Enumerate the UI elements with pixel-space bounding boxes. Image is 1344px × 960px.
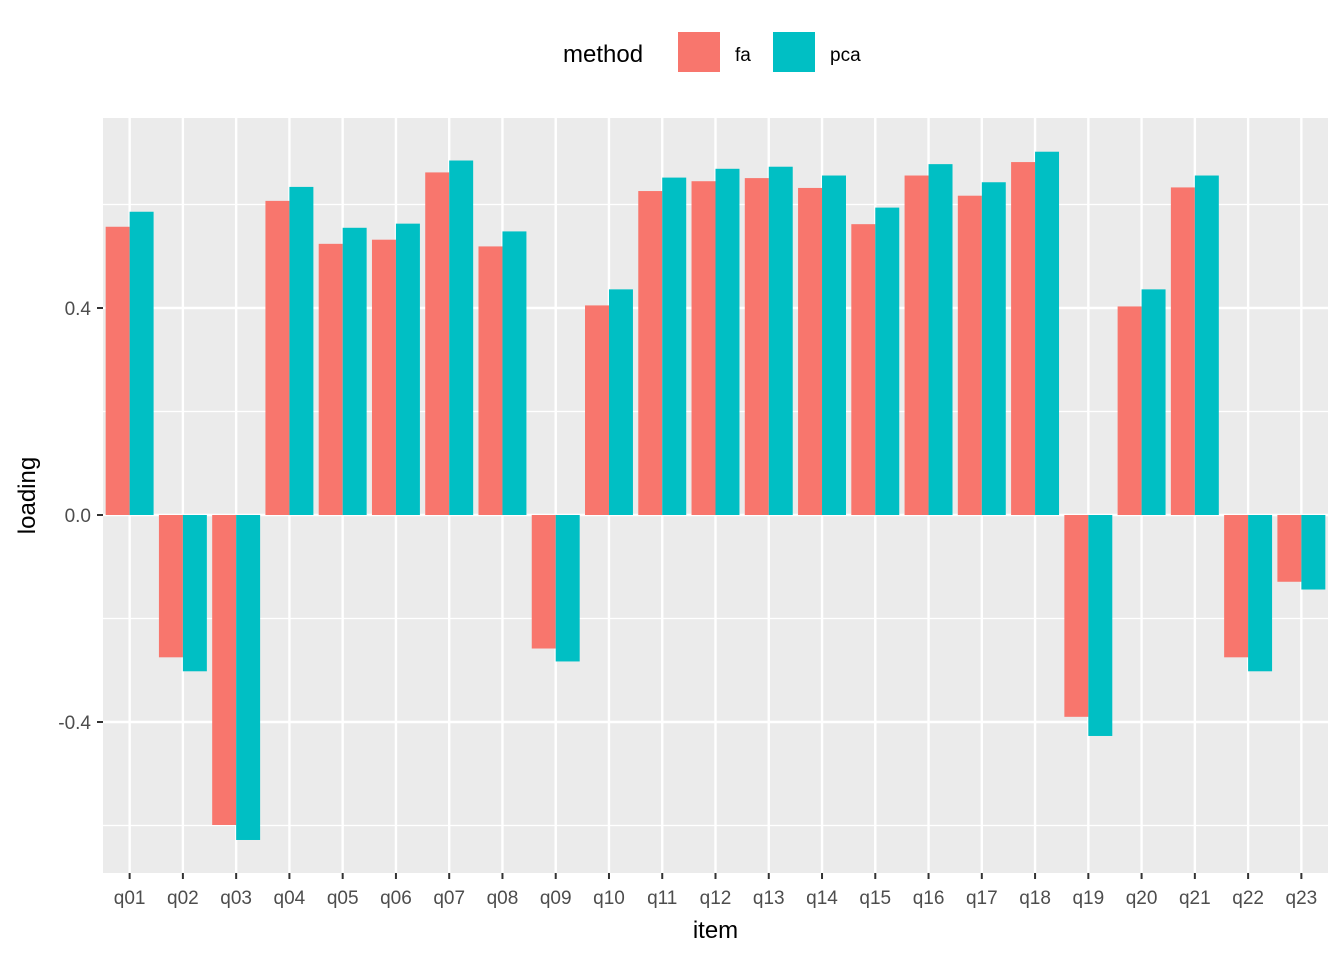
x-tick-label-q05: q05	[327, 888, 359, 909]
bar-fa-q20	[1117, 306, 1142, 515]
bar-fa-q22	[1224, 515, 1249, 658]
bar-pca-q20	[1141, 289, 1166, 515]
x-tick-label-q20: q20	[1126, 888, 1158, 909]
y-tick-label: 0.4	[65, 299, 92, 320]
x-tick-label-q23: q23	[1286, 888, 1318, 909]
x-tick-label-q16: q16	[913, 888, 945, 909]
x-tick-label-q13: q13	[753, 888, 785, 909]
x-tick-label-q19: q19	[1072, 888, 1104, 909]
bar-pca-q10	[608, 289, 633, 515]
x-tick-label-q04: q04	[274, 888, 306, 909]
bar-fa-q15	[851, 224, 876, 516]
bar-pca-q02	[182, 515, 207, 672]
bar-fa-q04	[265, 200, 290, 515]
bar-fa-q18	[1011, 162, 1036, 515]
x-tick-label-q03: q03	[220, 888, 252, 909]
x-axis-title: item	[693, 917, 738, 944]
bar-fa-q01	[105, 226, 130, 515]
x-axis: q01 q02 q03 q04 q05 q06 q07 q08 q09 q10 q11 q12 q13 q…	[114, 873, 1317, 909]
bar-fa-q03	[212, 515, 237, 825]
bar-fa-q17	[957, 195, 982, 515]
bar-pca-q12	[715, 168, 740, 516]
legend-title: method	[563, 41, 643, 68]
bar-fa-q07	[425, 172, 450, 516]
legend: method fa pca	[563, 32, 861, 72]
bar-pca-q19	[1088, 515, 1113, 736]
legend-key-fa	[678, 32, 720, 72]
bar-pca-q18	[1035, 151, 1060, 515]
x-tick-label-q10: q10	[593, 888, 625, 909]
bar-pca-q13	[768, 166, 793, 515]
bar-pca-q06	[395, 223, 420, 515]
y-axis: -0.4 0.0 0.4	[58, 299, 103, 734]
bar-fa-q13	[744, 178, 769, 516]
x-tick-label-q12: q12	[700, 888, 732, 909]
x-tick-label-q09: q09	[540, 888, 572, 909]
bar-pca-q05	[342, 227, 367, 515]
bar-pca-q16	[928, 164, 953, 515]
bar-fa-q09	[531, 515, 556, 649]
bar-pca-q01	[129, 211, 154, 515]
bar-fa-q23	[1277, 515, 1302, 582]
bar-pca-q14	[822, 175, 846, 515]
bar-fa-q02	[158, 515, 183, 658]
legend-label-pca: pca	[830, 45, 861, 66]
bar-fa-q11	[638, 191, 663, 516]
legend-key-pca	[773, 32, 815, 72]
bar-pca-q08	[502, 231, 527, 515]
bar-pca-q09	[555, 515, 580, 662]
bar-fa-q19	[1064, 515, 1089, 717]
bar-pca-q15	[875, 207, 900, 516]
bar-pca-q21	[1194, 175, 1219, 515]
bar-fa-q10	[585, 305, 609, 515]
x-tick-label-q21: q21	[1179, 888, 1211, 909]
bar-pca-q11	[662, 177, 687, 515]
x-tick-label-q01: q01	[114, 888, 146, 909]
x-tick-label-q02: q02	[167, 888, 199, 909]
x-tick-label-q14: q14	[806, 888, 838, 909]
bar-fa-q12	[691, 181, 716, 515]
x-tick-label-q08: q08	[487, 888, 519, 909]
bar-fa-q14	[798, 187, 823, 515]
bar-pca-q07	[449, 160, 474, 515]
bars	[105, 151, 1326, 840]
x-tick-label-q17: q17	[966, 888, 998, 909]
bar-pca-q03	[236, 515, 261, 840]
bar-fa-q21	[1170, 187, 1195, 516]
bar-pca-q04	[289, 186, 314, 515]
bar-fa-q16	[904, 175, 929, 515]
x-tick-label-q15: q15	[859, 888, 891, 909]
x-tick-label-q22: q22	[1232, 888, 1264, 909]
x-tick-label-q18: q18	[1019, 888, 1051, 909]
y-tick-label: 0.0	[65, 506, 91, 527]
bar-fa-q06	[371, 239, 396, 515]
bar-fa-q05	[318, 243, 343, 515]
y-axis-title: loading	[14, 457, 41, 534]
x-tick-label-q07: q07	[433, 888, 465, 909]
x-tick-label-q11: q11	[647, 888, 677, 909]
bar-fa-q08	[478, 246, 503, 516]
legend-label-fa: fa	[735, 45, 751, 66]
bar-pca-q17	[981, 182, 1006, 515]
bar-pca-q23	[1301, 515, 1326, 590]
bar-pca-q22	[1248, 515, 1273, 672]
x-tick-label-q06: q06	[380, 888, 412, 909]
y-tick-label: -0.4	[58, 713, 91, 734]
